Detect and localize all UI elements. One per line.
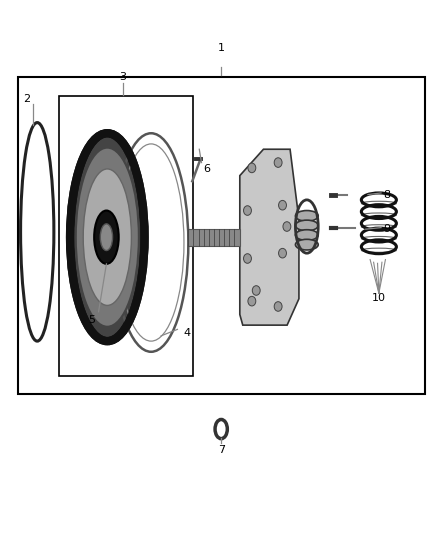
Bar — [18, 77, 425, 394]
Circle shape — [244, 206, 251, 215]
Circle shape — [248, 296, 256, 306]
Circle shape — [274, 158, 282, 167]
Text: 10: 10 — [372, 294, 386, 303]
Ellipse shape — [296, 239, 318, 250]
Text: 7: 7 — [218, 446, 225, 455]
Ellipse shape — [100, 224, 113, 251]
Text: 9: 9 — [383, 224, 390, 234]
Ellipse shape — [83, 169, 131, 305]
Bar — [188, 229, 240, 246]
Ellipse shape — [296, 211, 318, 221]
Ellipse shape — [94, 211, 119, 264]
Ellipse shape — [296, 220, 318, 231]
Text: 8: 8 — [383, 190, 390, 199]
Ellipse shape — [296, 230, 318, 240]
Ellipse shape — [76, 148, 139, 327]
Text: 1: 1 — [218, 43, 225, 53]
Text: 3: 3 — [119, 72, 126, 82]
Circle shape — [252, 286, 260, 295]
Text: 2: 2 — [24, 94, 31, 103]
Text: 4: 4 — [183, 328, 190, 338]
Polygon shape — [240, 149, 299, 325]
Bar — [59, 96, 193, 376]
Text: 6: 6 — [204, 165, 211, 174]
Circle shape — [274, 302, 282, 311]
Circle shape — [283, 222, 291, 231]
Circle shape — [248, 163, 256, 173]
Circle shape — [279, 248, 286, 258]
Circle shape — [279, 200, 286, 210]
Text: 5: 5 — [88, 315, 95, 325]
Circle shape — [244, 254, 251, 263]
Ellipse shape — [70, 133, 145, 341]
